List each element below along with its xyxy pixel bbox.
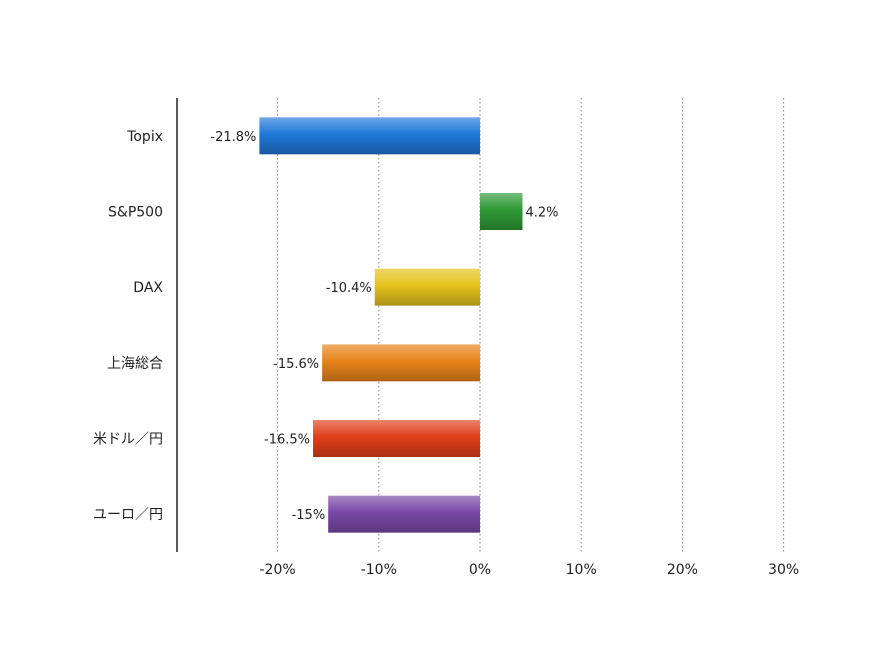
data-label: -15.6%	[273, 357, 319, 372]
x-tick-label: 30%	[768, 562, 799, 578]
category-label: 上海総合	[107, 356, 163, 372]
data-label: -10.4%	[326, 281, 372, 296]
category-label: DAX	[133, 280, 163, 296]
x-tick-label: -10%	[361, 562, 397, 578]
labels: -20% -10% 0% 10% 20% 30% Topix -21.8% S&P500 4.2%…	[93, 129, 799, 578]
bar	[313, 420, 480, 457]
category-label: S&P500	[108, 205, 163, 221]
bar	[374, 268, 480, 306]
x-tick-label: -20%	[260, 562, 296, 578]
category-label: Topix	[126, 129, 163, 145]
gridlines	[277, 98, 785, 552]
x-tick-label: 0%	[469, 562, 491, 578]
x-tick-label: 10%	[566, 562, 597, 578]
category-label: ユーロ／円	[93, 507, 163, 523]
data-label: -15%	[292, 508, 326, 523]
bar	[322, 344, 480, 382]
data-label: 4.2%	[526, 206, 559, 221]
bars	[259, 117, 523, 533]
bar	[259, 117, 480, 155]
data-label: -21.8%	[210, 130, 256, 145]
category-label: 米ドル／円	[93, 432, 163, 448]
x-tick-label: 20%	[667, 562, 698, 578]
bar	[480, 193, 523, 230]
data-label: -16.5%	[264, 433, 310, 448]
bar	[328, 495, 480, 533]
